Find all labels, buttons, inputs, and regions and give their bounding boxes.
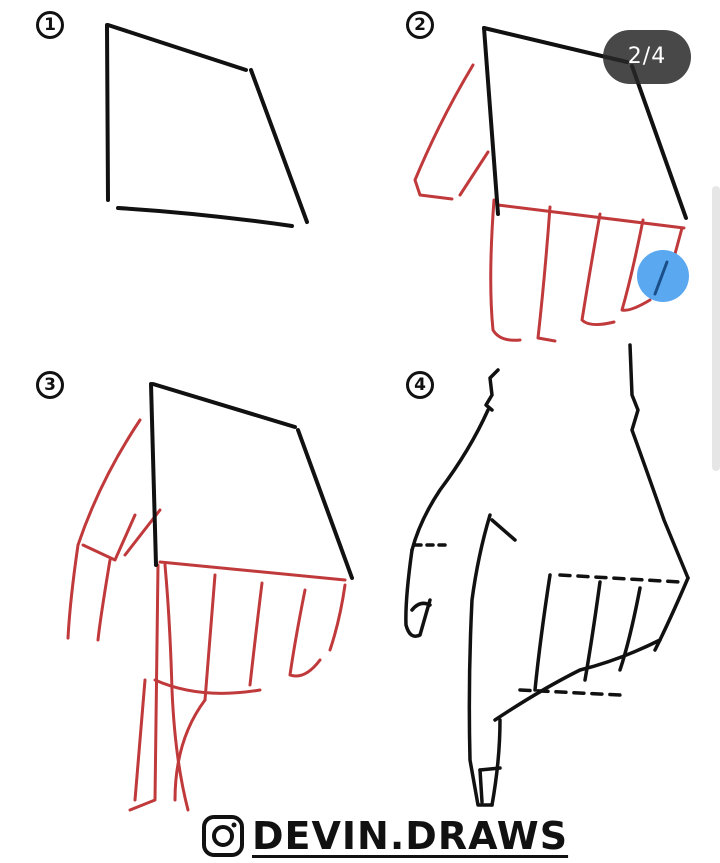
step-3-drawing bbox=[66, 382, 354, 812]
step-3-badge: 3 bbox=[35, 370, 65, 400]
watermark-handle: DEVIN.DRAWS bbox=[252, 814, 569, 858]
step-1-number: 1 bbox=[44, 15, 56, 35]
instagram-icon bbox=[200, 813, 246, 859]
step-1-badge: 1 bbox=[35, 10, 65, 40]
step-1-drawing bbox=[105, 23, 309, 228]
pen-stroke-icon bbox=[653, 260, 669, 296]
step-2-number: 2 bbox=[414, 15, 426, 35]
scroll-indicator[interactable] bbox=[712, 186, 720, 471]
page-counter: 2/4 bbox=[603, 30, 691, 84]
step-3-number: 3 bbox=[44, 375, 56, 395]
step-4-badge: 4 bbox=[405, 370, 435, 400]
step-4-drawing bbox=[404, 343, 690, 807]
watermark: DEVIN.DRAWS bbox=[200, 812, 568, 860]
step-2-badge: 2 bbox=[405, 10, 435, 40]
drag-handle[interactable] bbox=[637, 250, 689, 302]
step-4-number: 4 bbox=[414, 375, 426, 395]
